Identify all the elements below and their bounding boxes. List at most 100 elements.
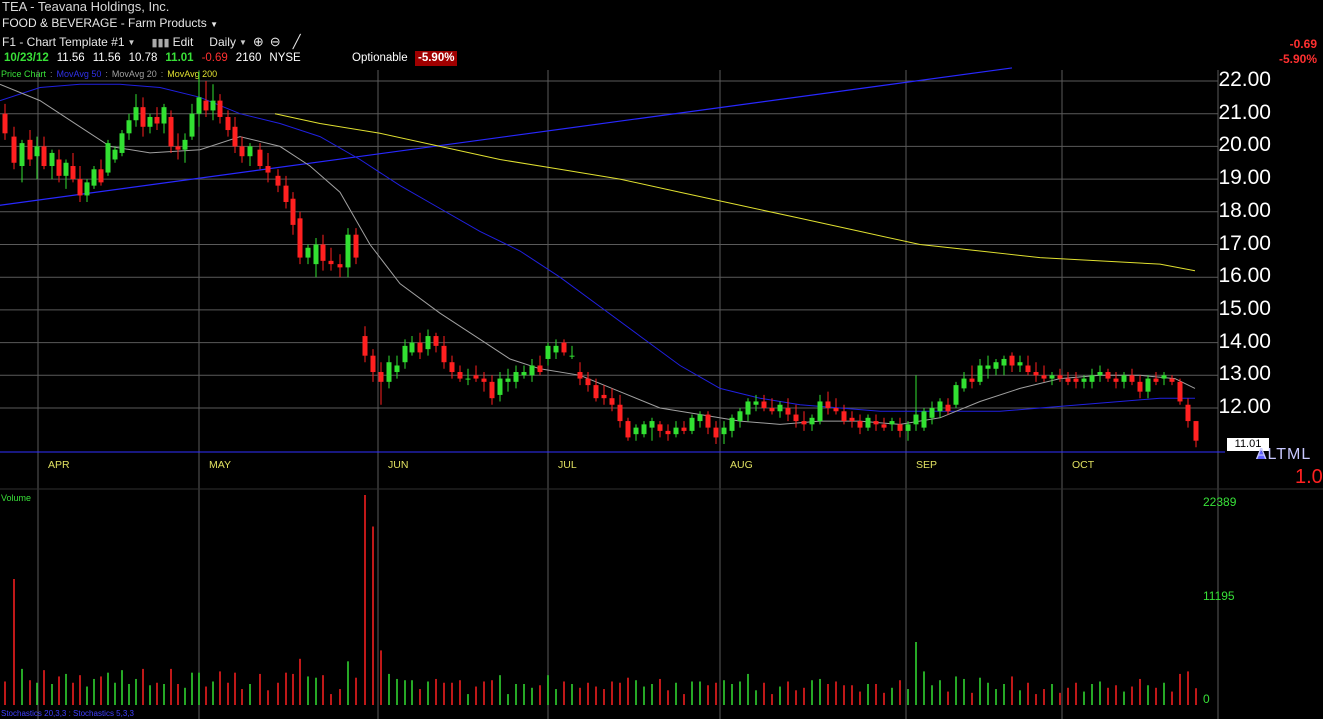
candle-body bbox=[27, 139, 33, 160]
volume-label: Volume bbox=[1, 493, 32, 503]
trendline-line bbox=[0, 67, 1013, 206]
candle-body bbox=[1057, 375, 1063, 379]
candle-body bbox=[689, 417, 695, 431]
candle-body bbox=[320, 244, 326, 261]
price-tick-label: 20.00 bbox=[1218, 133, 1271, 157]
candle-body bbox=[1105, 372, 1111, 379]
pct-change-badge: -5.90% bbox=[415, 51, 458, 66]
candle-body bbox=[1169, 378, 1175, 382]
zoom-in-icon[interactable]: ⊕ bbox=[252, 34, 264, 49]
chart-grid bbox=[0, 70, 1323, 719]
candle-body bbox=[729, 417, 735, 431]
candle-body bbox=[721, 427, 727, 435]
month-label: AUG bbox=[730, 459, 753, 471]
candle-body bbox=[697, 414, 703, 422]
volume-axis-max: 22389 bbox=[1203, 495, 1237, 509]
candle-body bbox=[1089, 375, 1095, 382]
candle-body bbox=[777, 404, 783, 412]
candle-body bbox=[11, 136, 17, 163]
candle-body bbox=[473, 375, 479, 379]
candle-body bbox=[681, 427, 687, 431]
candle-body bbox=[841, 411, 847, 422]
right-change: -0.69 bbox=[1289, 37, 1317, 51]
candle-body bbox=[457, 372, 463, 379]
candle-body bbox=[865, 417, 871, 428]
candle-body bbox=[297, 218, 303, 258]
candle-body bbox=[19, 143, 25, 167]
right-pct: -5.90% bbox=[1278, 52, 1317, 66]
candle-body bbox=[801, 421, 807, 425]
candle-body bbox=[1121, 375, 1127, 382]
candle-body bbox=[569, 355, 575, 357]
symbol-title: TEA - Teavana Holdings, Inc. bbox=[2, 0, 170, 14]
sector-label: FOOD & BEVERAGE bbox=[2, 16, 118, 30]
candle-body bbox=[210, 100, 216, 111]
candle-body bbox=[328, 260, 334, 265]
stochastics-label: Stochastics 20,3,3 : Stochastics 5,3,3 bbox=[1, 709, 134, 718]
draw-line-icon[interactable]: ╱ bbox=[292, 34, 301, 49]
candle-body bbox=[63, 162, 69, 176]
candle-body bbox=[817, 401, 823, 422]
volume-bars bbox=[4, 495, 1197, 705]
candle-body bbox=[370, 355, 376, 373]
candle-body bbox=[313, 244, 319, 265]
candle-body bbox=[1129, 375, 1135, 382]
candle-body bbox=[977, 365, 983, 382]
period-selector[interactable]: Daily ▼ bbox=[209, 35, 247, 49]
price-tick-label: 18.00 bbox=[1218, 198, 1271, 222]
candle-body bbox=[825, 401, 831, 408]
candle-body bbox=[785, 408, 791, 415]
candle-body bbox=[225, 116, 231, 131]
quote-change: -0.69 bbox=[201, 52, 228, 64]
candle-body bbox=[196, 97, 202, 114]
candle-body bbox=[257, 149, 263, 167]
candle-body bbox=[425, 336, 431, 350]
candle-body bbox=[881, 424, 887, 428]
candle-body bbox=[897, 424, 903, 431]
candle-body bbox=[1073, 378, 1079, 382]
candle-body bbox=[133, 107, 139, 121]
bottom-value: 1.0 bbox=[1295, 466, 1323, 488]
candle-body bbox=[290, 198, 296, 225]
candle-body bbox=[140, 107, 146, 127]
candle-body bbox=[1049, 375, 1055, 379]
ma50-line bbox=[0, 83, 1195, 412]
price-tick-label: 22.00 bbox=[1218, 68, 1271, 91]
candle-body bbox=[1081, 378, 1087, 382]
month-label: JUN bbox=[388, 459, 409, 471]
volume-axis-zero: 0 bbox=[1203, 692, 1210, 706]
legend-ma50: MovAvg 50 bbox=[56, 69, 102, 79]
candle-body bbox=[1033, 372, 1039, 376]
candle-body bbox=[665, 430, 671, 435]
candle-body bbox=[1025, 365, 1031, 373]
candle-body bbox=[345, 234, 351, 268]
candle-body bbox=[609, 398, 615, 405]
candle-body bbox=[394, 365, 400, 373]
candle-body bbox=[105, 143, 111, 173]
candle-body bbox=[673, 427, 679, 435]
candle-body bbox=[1161, 375, 1167, 379]
candle-body bbox=[921, 411, 927, 428]
candle-body bbox=[529, 365, 535, 376]
candle-body bbox=[84, 182, 90, 196]
template-selector[interactable]: F1 - Chart Template #1 ▼ bbox=[2, 35, 136, 49]
candle-body bbox=[449, 362, 455, 373]
zoom-out-icon[interactable]: ⊖ bbox=[269, 34, 281, 49]
candle-body bbox=[283, 185, 289, 202]
chevron-down-icon[interactable]: ▼ bbox=[210, 20, 218, 29]
chevron-down-icon: ▼ bbox=[127, 37, 136, 47]
quote-high: 11.56 bbox=[92, 52, 121, 64]
candle-body bbox=[1193, 421, 1199, 441]
candle-body bbox=[577, 372, 583, 379]
candle-body bbox=[849, 417, 855, 422]
candle-body bbox=[362, 336, 368, 356]
candle-body bbox=[905, 424, 911, 431]
candle-body bbox=[633, 427, 639, 435]
sector-line[interactable]: FOOD & BEVERAGE - Farm Products ▼ bbox=[2, 16, 218, 30]
edit-button[interactable]: ▮▮▮ Edit bbox=[151, 35, 194, 49]
candle-body bbox=[154, 116, 160, 124]
candle-body bbox=[1009, 355, 1015, 366]
chart-toolbar: F1 - Chart Template #1 ▼ ▮▮▮ Edit Daily … bbox=[2, 34, 301, 50]
candle-body bbox=[417, 342, 423, 353]
